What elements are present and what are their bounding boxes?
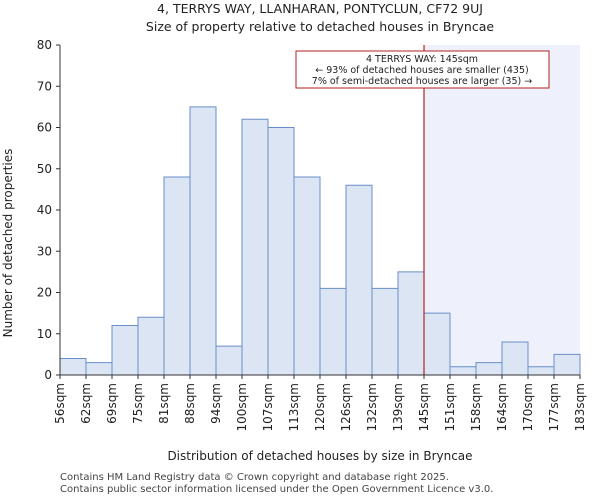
bar-120sqm bbox=[319, 287, 347, 376]
bar-170sqm bbox=[527, 366, 555, 376]
x-tick-label: 81sqm bbox=[157, 383, 171, 424]
x-tick-label: 139sqm bbox=[391, 383, 405, 431]
x-tick-label: 107sqm bbox=[261, 383, 275, 431]
x-tick-label: 183sqm bbox=[573, 383, 587, 431]
x-tick-label: 170sqm bbox=[521, 383, 535, 431]
bar-177sqm bbox=[553, 353, 581, 376]
y-tick-label: 50 bbox=[37, 162, 52, 176]
annotation-line-2: ← 93% of detached houses are smaller (43… bbox=[315, 65, 528, 76]
footer-line-2: Contains public sector information licen… bbox=[60, 484, 494, 495]
x-tick-label: 94sqm bbox=[209, 383, 223, 424]
bar-158sqm bbox=[475, 362, 503, 376]
x-tick-label: 164sqm bbox=[495, 383, 509, 431]
x-tick-label: 62sqm bbox=[79, 383, 93, 424]
bar-126sqm bbox=[345, 184, 373, 376]
annotation-line-1: 4 TERRYS WAY: 145sqm bbox=[366, 54, 478, 65]
footer-line-1: Contains HM Land Registry data © Crown c… bbox=[60, 472, 449, 483]
y-axis-label: Number of detached properties bbox=[1, 149, 15, 338]
y-tick-label: 70 bbox=[37, 79, 52, 93]
x-tick-label: 158sqm bbox=[469, 383, 483, 431]
x-tick-label: 120sqm bbox=[313, 383, 327, 431]
x-tick-label: 100sqm bbox=[235, 383, 249, 431]
bar-88sqm bbox=[189, 106, 217, 376]
bar-132sqm bbox=[371, 287, 399, 376]
y-tick-label: 30 bbox=[37, 244, 52, 258]
bar-151sqm bbox=[449, 366, 477, 376]
bar-69sqm bbox=[111, 325, 139, 376]
x-tick-label: 56sqm bbox=[53, 383, 67, 424]
bar-56sqm bbox=[59, 358, 87, 376]
y-tick-label: 60 bbox=[37, 121, 52, 135]
x-tick-label: 75sqm bbox=[131, 383, 145, 424]
annotation-line-3: 7% of semi-detached houses are larger (3… bbox=[312, 76, 532, 87]
bar-62sqm bbox=[85, 362, 113, 376]
bar-164sqm bbox=[501, 341, 529, 376]
bar-100sqm bbox=[241, 118, 269, 376]
y-tick-label: 10 bbox=[37, 327, 52, 341]
x-tick-label: 132sqm bbox=[365, 383, 379, 431]
annotation-box: 4 TERRYS WAY: 145sqm ← 93% of detached h… bbox=[295, 50, 550, 89]
x-axis-label: Distribution of detached houses by size … bbox=[167, 449, 472, 463]
x-tick-label: 69sqm bbox=[105, 383, 119, 424]
bar-81sqm bbox=[163, 176, 191, 376]
bar-94sqm bbox=[215, 345, 243, 376]
y-tick-label: 0 bbox=[44, 368, 52, 382]
bar-75sqm bbox=[137, 316, 165, 376]
x-tick-label: 145sqm bbox=[417, 383, 431, 431]
y-tick-label: 80 bbox=[37, 38, 52, 52]
y-tick-label: 20 bbox=[37, 286, 52, 300]
bar-113sqm bbox=[293, 176, 321, 376]
bar-107sqm bbox=[267, 127, 295, 376]
x-tick-label: 151sqm bbox=[443, 383, 457, 431]
x-tick-label: 88sqm bbox=[183, 383, 197, 424]
chart-title: 4, TERRYS WAY, LLANHARAN, PONTYCLUN, CF7… bbox=[157, 1, 483, 16]
bar-145sqm bbox=[423, 312, 451, 376]
x-tick-label: 177sqm bbox=[547, 383, 561, 431]
x-tick-label: 126sqm bbox=[339, 383, 353, 431]
x-tick-label: 113sqm bbox=[287, 383, 301, 431]
bar-139sqm bbox=[397, 271, 425, 376]
chart-subtitle: Size of property relative to detached ho… bbox=[146, 19, 494, 34]
y-tick-label: 40 bbox=[37, 203, 52, 217]
